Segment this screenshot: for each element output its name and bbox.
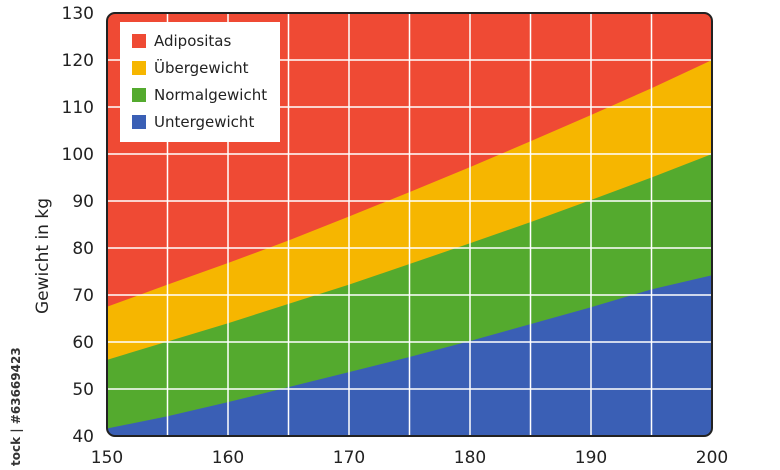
- y-tick-label: 70: [72, 286, 94, 306]
- x-tick-label: 200: [696, 448, 728, 468]
- x-tick-label: 190: [575, 448, 607, 468]
- x-tick-label: 180: [454, 448, 486, 468]
- credit-text: tock | #63669423: [9, 347, 23, 466]
- y-tick-label: 100: [62, 145, 94, 165]
- y-tick-label: 90: [72, 192, 94, 212]
- legend-label-adipositas: Adipositas: [154, 32, 231, 50]
- band-untergewicht: [107, 275, 712, 436]
- y-axis-ticks: 40 50 60 70 80 90 100 110 120 130: [62, 4, 94, 447]
- y-axis-title: Gewicht in kg: [33, 198, 53, 314]
- legend: Adipositas Übergewicht Normalgewicht Unterg…: [120, 22, 280, 142]
- legend-swatch-untergewicht: [132, 115, 146, 129]
- y-tick-label: 60: [72, 333, 94, 353]
- y-tick-label: 40: [72, 427, 94, 447]
- legend-label-untergewicht: Untergewicht: [154, 113, 254, 131]
- legend-label-normalgewicht: Normalgewicht: [154, 86, 267, 104]
- legend-label-uebergewicht: Übergewicht: [154, 58, 249, 77]
- plot-frame: [106, 12, 713, 437]
- y-tick-label: 110: [62, 98, 94, 118]
- legend-swatch-adipositas: [132, 34, 146, 48]
- y-tick-label: 80: [72, 239, 94, 259]
- x-axis-ticks: 150 160 170 180 190 200: [91, 448, 728, 468]
- y-tick-label: 120: [62, 51, 94, 71]
- x-tick-label: 150: [91, 448, 123, 468]
- y-tick-label: 130: [62, 4, 94, 24]
- x-tick-label: 170: [333, 448, 365, 468]
- legend-box: [120, 22, 280, 142]
- legend-swatch-normalgewicht: [132, 88, 146, 102]
- legend-swatch-uebergewicht: [132, 61, 146, 75]
- x-tick-label: 160: [212, 448, 244, 468]
- y-tick-label: 50: [72, 380, 94, 400]
